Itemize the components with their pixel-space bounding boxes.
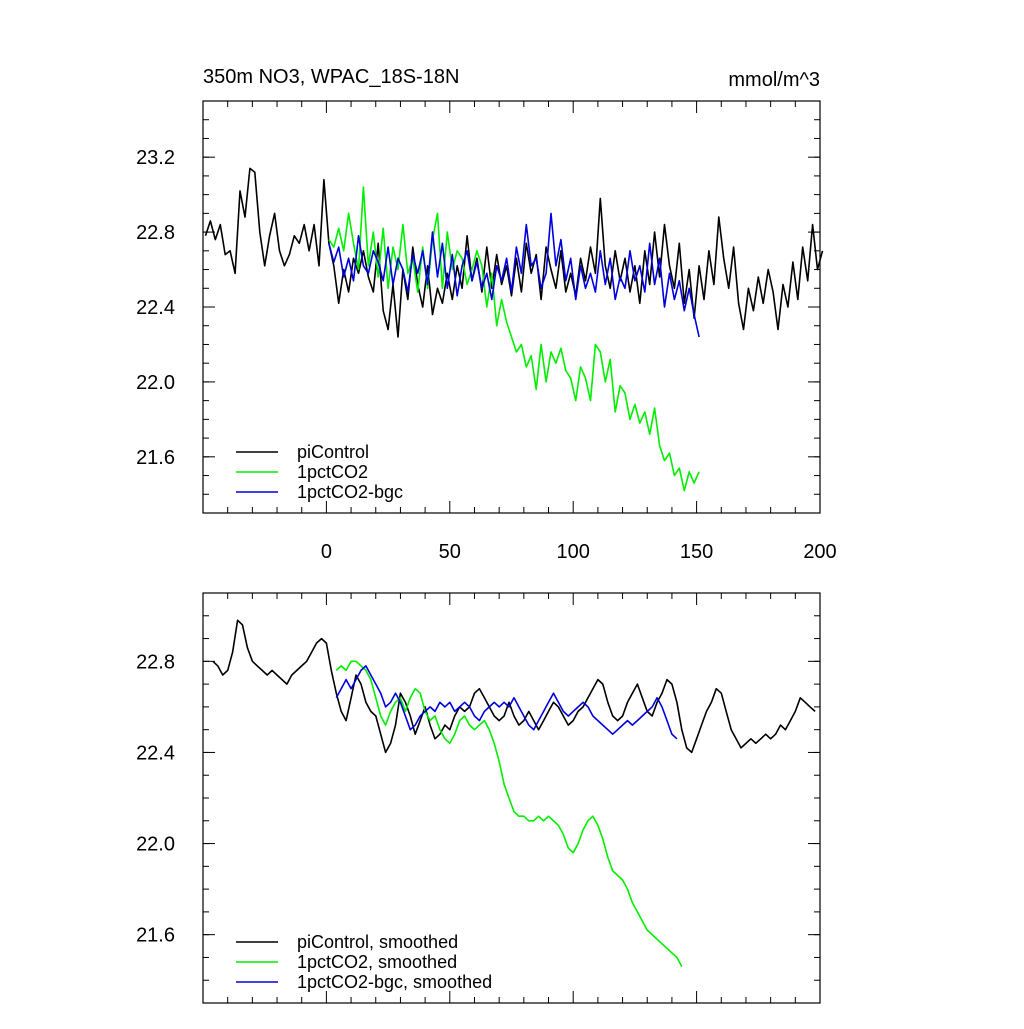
chart-title: 350m NO3, WPAC_18S-18N <box>203 66 459 88</box>
x-tick-label: 150 <box>680 541 713 563</box>
legend-label-1: 1pctCO2, smoothed <box>297 952 457 972</box>
y-tick-label: 22.4 <box>136 742 175 764</box>
legend-label-0: piControl <box>297 442 369 462</box>
y-tick-label: 22.0 <box>136 834 175 856</box>
y-tick-label: 21.6 <box>136 925 175 947</box>
legend-label-2: 1pctCO2-bgc, smoothed <box>297 972 492 992</box>
series-line-2 <box>335 665 678 740</box>
x-tick-label: 0 <box>321 541 332 563</box>
x-tick-label: 50 <box>439 541 461 563</box>
y-tick-label: 22.0 <box>136 372 175 394</box>
series-line-1 <box>335 660 683 967</box>
legend-label-0: piControl, smoothed <box>297 932 458 952</box>
series-line-0 <box>212 619 816 754</box>
y-tick-label: 22.4 <box>136 297 175 319</box>
y-tick-label: 21.6 <box>136 447 175 469</box>
top-panel: 350m NO3, WPAC_18S-18N mmol/m^3 0 50 100 15… <box>136 66 837 563</box>
series-line-1 <box>328 186 700 492</box>
y-tick-label: 23.2 <box>136 147 175 169</box>
legend-label-2: 1pctCO2-bgc <box>297 482 403 502</box>
plot-frame <box>202 100 821 514</box>
series-line-2 <box>328 212 700 338</box>
x-tick-label: 100 <box>557 541 590 563</box>
series-line-0 <box>204 167 824 338</box>
plot-frame <box>202 592 821 1004</box>
x-tick-label: 200 <box>803 541 836 563</box>
legend-label-1: 1pctCO2 <box>297 462 368 482</box>
units-label: mmol/m^3 <box>728 69 820 91</box>
y-tick-label: 22.8 <box>136 651 175 673</box>
y-tick-label: 22.8 <box>136 222 175 244</box>
